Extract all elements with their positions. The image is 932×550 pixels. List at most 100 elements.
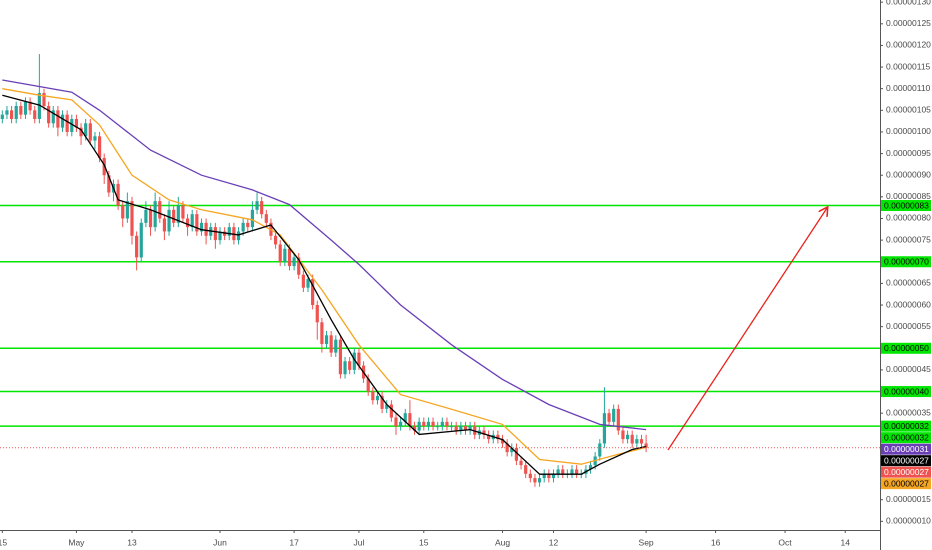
- candle-body: [588, 465, 593, 470]
- price-tag: [881, 478, 931, 490]
- candle-body: [343, 361, 347, 375]
- y-tick-label: 0.00000010: [886, 516, 931, 526]
- candle-body: [301, 274, 305, 288]
- x-tick-label: 12: [549, 537, 559, 547]
- candle-body: [403, 413, 407, 422]
- candle-body: [487, 434, 491, 440]
- candle-body: [176, 205, 180, 223]
- arrow: [667, 208, 827, 451]
- moving-average: [2, 79, 647, 431]
- candle-body: [644, 443, 648, 448]
- price-tag: [881, 432, 931, 444]
- candle-body: [417, 421, 421, 431]
- candle-body: [0, 114, 4, 119]
- moving-average: [2, 94, 647, 475]
- candle-body: [366, 378, 370, 392]
- y-tick-label: 0.00000045: [886, 364, 931, 374]
- candle-body: [357, 352, 361, 366]
- y-tick-label: 0.00000065: [886, 278, 931, 288]
- price-tag-label: 0.00000070: [884, 257, 929, 267]
- x-tick-label: Jun: [213, 537, 227, 547]
- candle-body: [153, 201, 157, 228]
- x-tick-label: Sep: [639, 537, 654, 547]
- candle-body: [190, 214, 194, 228]
- price-tag-label: 0.00000027: [884, 455, 929, 465]
- candle-body: [510, 447, 514, 453]
- candle-body: [218, 231, 222, 241]
- x-tick-label: May: [68, 537, 85, 547]
- candle-body: [255, 201, 259, 210]
- candle-body: [422, 421, 426, 427]
- candle-body: [533, 478, 537, 483]
- x-tick-label: 16: [711, 537, 721, 547]
- candle-body: [88, 123, 92, 141]
- candle-body: [399, 421, 403, 427]
- candle-body: [635, 439, 639, 444]
- y-tick-label: 0.00000100: [886, 126, 931, 136]
- candle-body: [408, 413, 412, 427]
- candle-body: [371, 391, 375, 401]
- candle-body: [385, 404, 389, 409]
- x-tick-label: Jul: [354, 537, 365, 547]
- candle-body: [195, 214, 199, 232]
- price-tag: [881, 443, 931, 455]
- candle-body: [449, 426, 454, 428]
- price-tag-label: 0.00000032: [884, 421, 929, 431]
- candle-body: [528, 473, 532, 479]
- candle-body: [292, 257, 296, 267]
- candle-body: [440, 421, 444, 427]
- candle-body: [33, 110, 37, 119]
- price-tag-label: 0.00000027: [884, 478, 929, 488]
- candle-body: [158, 201, 162, 219]
- candle-body: [260, 201, 264, 215]
- candle-body: [524, 465, 528, 474]
- candle-body: [621, 430, 625, 440]
- candle-body: [278, 244, 282, 262]
- price-tag: [881, 466, 931, 478]
- candle-body: [602, 413, 607, 444]
- candle-body: [135, 235, 139, 258]
- candle-body: [125, 201, 129, 219]
- x-tick-label: 17: [289, 537, 299, 547]
- candle-body: [79, 127, 83, 137]
- candle-body: [436, 426, 440, 428]
- candle-body: [380, 395, 384, 409]
- candle-body: [5, 110, 9, 115]
- candle-body: [514, 447, 519, 461]
- candle-body: [315, 305, 319, 323]
- price-tag-label: 0.00000050: [884, 343, 929, 353]
- candle-body: [283, 248, 287, 262]
- candle-body: [70, 118, 74, 132]
- candle-body: [93, 136, 97, 141]
- candle-body: [607, 413, 611, 422]
- candle-body: [213, 227, 217, 241]
- candle-body: [519, 460, 523, 466]
- y-tick-label: 0.00000110: [886, 83, 931, 93]
- y-tick-label: 0.00000015: [886, 494, 931, 504]
- y-tick-label: 0.00000115: [886, 61, 931, 71]
- candle-body: [74, 118, 79, 128]
- candle-body: [561, 469, 565, 474]
- price-tag: [881, 420, 931, 432]
- candle-body: [19, 106, 23, 115]
- candle-body: [185, 218, 190, 228]
- candle-body: [556, 469, 560, 474]
- candle-body: [468, 426, 472, 431]
- candle-body: [250, 209, 255, 228]
- candle-body: [537, 478, 542, 483]
- x-tick-label: Aug: [495, 537, 510, 547]
- candle-body: [246, 222, 250, 228]
- candle-body: [459, 426, 463, 431]
- candle-body: [60, 114, 65, 128]
- candle-body: [324, 335, 329, 344]
- candle-body: [463, 426, 468, 431]
- candle-body: [630, 434, 634, 444]
- candle-body: [412, 426, 417, 431]
- candle-body: [204, 222, 208, 236]
- candle-body: [37, 93, 41, 119]
- candle-body: [551, 473, 556, 479]
- candle-body: [431, 421, 435, 427]
- candle-body: [575, 469, 579, 474]
- price-tag: [881, 455, 931, 467]
- candle-body: [482, 430, 486, 435]
